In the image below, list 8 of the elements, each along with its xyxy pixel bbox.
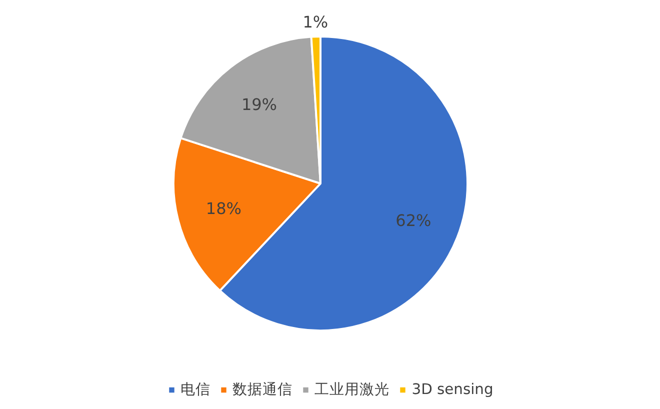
data-label: 19% — [241, 95, 278, 114]
data-label: 1% — [302, 12, 328, 32]
legend-label: 3D sensing — [412, 381, 494, 398]
data-label: 18% — [206, 198, 242, 218]
legend-label: 数据通信 — [232, 380, 293, 399]
legend-label: 电信 — [180, 380, 211, 399]
data-label: 62% — [396, 210, 432, 230]
legend-label: 工业用激光 — [314, 380, 390, 399]
